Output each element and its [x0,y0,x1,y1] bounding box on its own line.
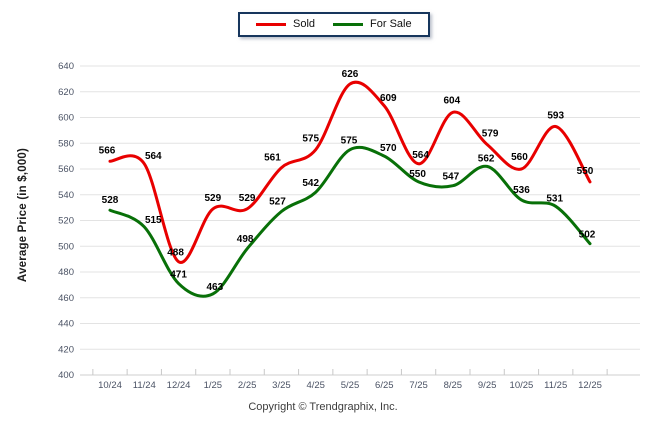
y-tick-label: 520 [58,216,74,227]
for-sale-line [108,145,592,298]
x-tick-label: 2/25 [238,380,257,391]
y-tick-label: 600 [58,113,74,124]
for-sale-data-label: 542 [302,178,319,189]
y-tick-label: 480 [58,267,74,278]
x-tick-label: 10/25 [510,380,534,391]
for-sale-data-label: 547 [443,172,460,183]
for-sale-data-label: 570 [380,143,397,154]
x-tick-label: 11/24 [133,380,156,391]
legend-label-sold: Sold [293,18,316,30]
sold-data-label: 593 [547,111,564,122]
x-tick-label: 11/25 [544,380,567,391]
y-tick-label: 460 [58,293,74,304]
for-sale-data-label: 562 [478,153,495,164]
for-sale-data-label: 502 [579,230,596,241]
sold-data-label: 579 [482,129,499,140]
x-tick-label: 7/25 [409,380,428,391]
legend-label-for-sale: For Sale [370,18,412,30]
for-sale-data-label: 463 [207,282,224,293]
x-tick-label: 6/25 [375,380,394,391]
y-tick-label: 500 [58,241,74,252]
x-tick-label: 9/25 [478,380,497,391]
sold-data-label: 564 [412,150,429,161]
for-sale-data-label: 515 [145,215,162,226]
sold-data-label: 626 [342,69,359,80]
x-tick-label: 5/25 [341,380,360,391]
for-sale-data-label: 531 [546,193,563,204]
sold-data-label: 529 [205,193,222,204]
sold-data-label: 550 [577,166,594,177]
y-tick-label: 580 [58,138,74,149]
y-tick-label: 420 [58,344,74,355]
sold-data-label: 609 [380,93,397,104]
x-tick-label: 3/25 [272,380,291,391]
sold-line-swatch [256,23,286,26]
sold-data-label: 488 [167,248,184,259]
sold-data-label: 575 [302,134,319,145]
y-tick-label: 440 [58,319,74,330]
sold-data-label: 529 [239,193,256,204]
y-tick-label: 400 [58,370,74,381]
x-tick-label: 8/25 [444,380,463,391]
for-sale-data-label: 575 [341,136,358,147]
legend-item-sold: Sold [256,19,315,30]
x-tick-label: 12/25 [578,380,602,391]
sold-data-label: 604 [444,95,461,106]
for-sale-line-swatch [333,23,364,26]
for-sale-data-label: 528 [102,195,119,206]
for-sale-data-label: 471 [170,270,187,281]
x-tick-label: 12/24 [167,380,191,391]
legend-item-for-sale: For Sale [333,19,412,30]
x-tick-label: 4/25 [306,380,325,391]
x-tick-label: 1/25 [204,380,223,391]
x-tick-label: 10/24 [98,380,122,391]
sold-line [108,80,592,264]
sold-data-label: 561 [264,153,281,164]
legend: Sold For Sale [238,12,430,37]
copyright-text: Copyright © Trendgraphix, Inc. [248,401,398,413]
for-sale-data-label: 527 [269,196,286,207]
y-tick-label: 540 [58,190,74,201]
for-sale-data-label: 498 [237,234,254,245]
sold-data-label: 564 [145,151,162,162]
y-tick-label: 560 [58,164,74,175]
y-tick-label: 640 [58,61,74,72]
for-sale-data-label: 536 [513,185,530,196]
sold-data-label: 566 [99,145,116,156]
y-tick-label: 620 [58,87,74,98]
for-sale-data-label: 550 [409,169,426,180]
y-axis-title: Average Price (in $,000) [17,147,29,283]
sold-data-label: 560 [511,152,528,163]
